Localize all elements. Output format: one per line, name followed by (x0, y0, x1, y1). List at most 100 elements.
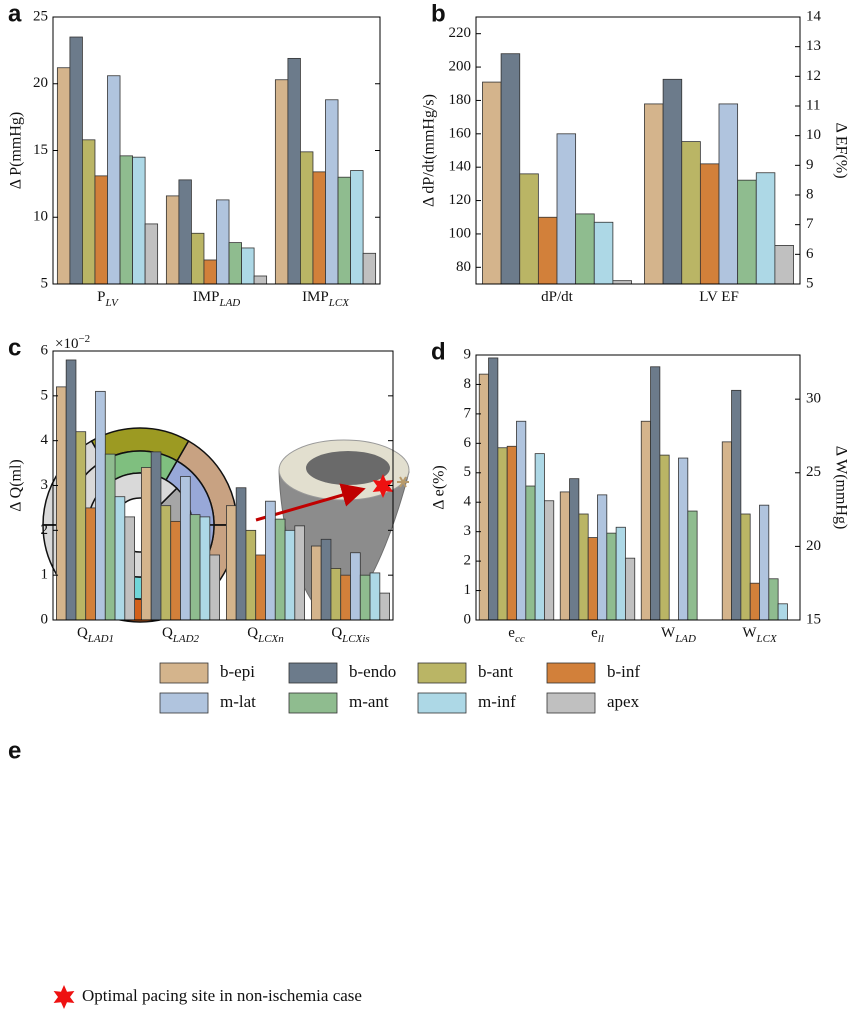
bar (575, 213, 595, 285)
y2-tick-label: 12 (806, 68, 821, 84)
y2-tick-label: 6 (806, 246, 814, 262)
legend-swatch (417, 662, 467, 684)
bar (170, 520, 181, 621)
panel-label: c (8, 334, 21, 361)
legend-label: b-endo (349, 662, 396, 681)
bar (294, 525, 306, 621)
note-star (53, 985, 75, 1009)
bar (160, 505, 172, 621)
bar (534, 453, 545, 621)
bar (537, 216, 558, 285)
offset-exponent: −2 (78, 333, 90, 345)
bar (556, 133, 577, 285)
category-subscript: LV (104, 297, 119, 309)
legend-label: m-inf (478, 692, 516, 711)
category-main: e (508, 625, 515, 641)
bar (104, 453, 116, 621)
y2-tick-label: 14 (806, 8, 822, 24)
bar (721, 441, 732, 621)
legend-swatch (288, 692, 338, 714)
x-tick-label: dP/dt (541, 289, 574, 305)
y-tick-label: 1 (41, 567, 49, 583)
bar (681, 141, 701, 285)
y2-tick-label: 30 (806, 391, 821, 407)
bar (94, 175, 108, 285)
bar (75, 431, 87, 621)
y-tick-label: 10 (33, 209, 48, 225)
y-tick-label: 2 (41, 522, 49, 538)
bar (659, 454, 670, 621)
bar (82, 139, 96, 285)
bar (516, 420, 527, 621)
x-tick-label: QLAD1 (77, 625, 114, 644)
legend-swatch (546, 692, 596, 714)
bar (640, 420, 651, 621)
plot-frame (475, 16, 801, 285)
bar (95, 390, 106, 621)
bar (749, 582, 760, 621)
y-tick-label: 6 (464, 435, 472, 451)
bar (544, 500, 555, 621)
bar (478, 373, 489, 621)
bar (615, 526, 626, 621)
y-tick-label: 9 (464, 346, 472, 362)
bar (359, 574, 371, 621)
y-tick-label: 6 (41, 342, 49, 358)
bar (325, 99, 339, 285)
category-subscript: LAD2 (172, 633, 200, 645)
bar (107, 75, 121, 285)
x-tick-label: WLCX (742, 625, 778, 644)
category-main: W (742, 625, 757, 641)
x-tick-label: QLCXn (247, 625, 284, 644)
bar (593, 221, 614, 285)
bar (209, 554, 220, 621)
bar (189, 514, 201, 621)
category-main: Q (162, 625, 173, 641)
y2-tick-label: 11 (806, 97, 820, 113)
bar (350, 552, 361, 621)
legend-swatch (159, 662, 209, 684)
bar (737, 179, 757, 285)
bar (369, 572, 381, 621)
legend-label: b-inf (607, 662, 640, 681)
bar (755, 172, 776, 285)
bar (312, 171, 326, 285)
bar (56, 386, 67, 621)
bar (330, 568, 342, 621)
bar (362, 252, 377, 285)
bar (597, 494, 608, 621)
category-main: W (661, 625, 676, 641)
legend-label: m-ant (349, 692, 389, 711)
bar (191, 232, 205, 285)
bar (203, 259, 217, 285)
y2-tick-label: 7 (806, 216, 814, 232)
x-tick-label: ecc (508, 625, 525, 644)
bar (718, 103, 739, 285)
pacing-star (372, 474, 394, 498)
legend-swatch (288, 662, 338, 684)
category-main: IMP (302, 289, 329, 305)
category-subscript: LAD1 (87, 633, 114, 645)
bar (119, 155, 133, 285)
y-axis-label: Δ dP/dt(mmHg/s) (421, 94, 438, 207)
bar (114, 496, 126, 621)
bar (132, 156, 146, 285)
x-tick-label: QLCXis (331, 625, 369, 644)
x-tick-label: QLAD2 (162, 625, 200, 644)
category-subscript: LAD (674, 633, 696, 645)
bar (340, 574, 351, 621)
chart-panel: b 80 100 120 140 160 180 200 220 5 6 7 8 9 10 11 12 13 14 Δ… (421, 0, 850, 305)
bar (559, 491, 570, 621)
bar (274, 518, 286, 621)
y-tick-label: 7 (464, 405, 472, 421)
y2-tick-label: 20 (806, 538, 821, 554)
y-tick-label: 4 (464, 494, 472, 510)
legend-swatch (546, 662, 596, 684)
bar (255, 554, 266, 621)
legend-swatch (417, 692, 467, 714)
bar (165, 195, 180, 285)
bar (506, 445, 517, 621)
bar (500, 53, 521, 285)
